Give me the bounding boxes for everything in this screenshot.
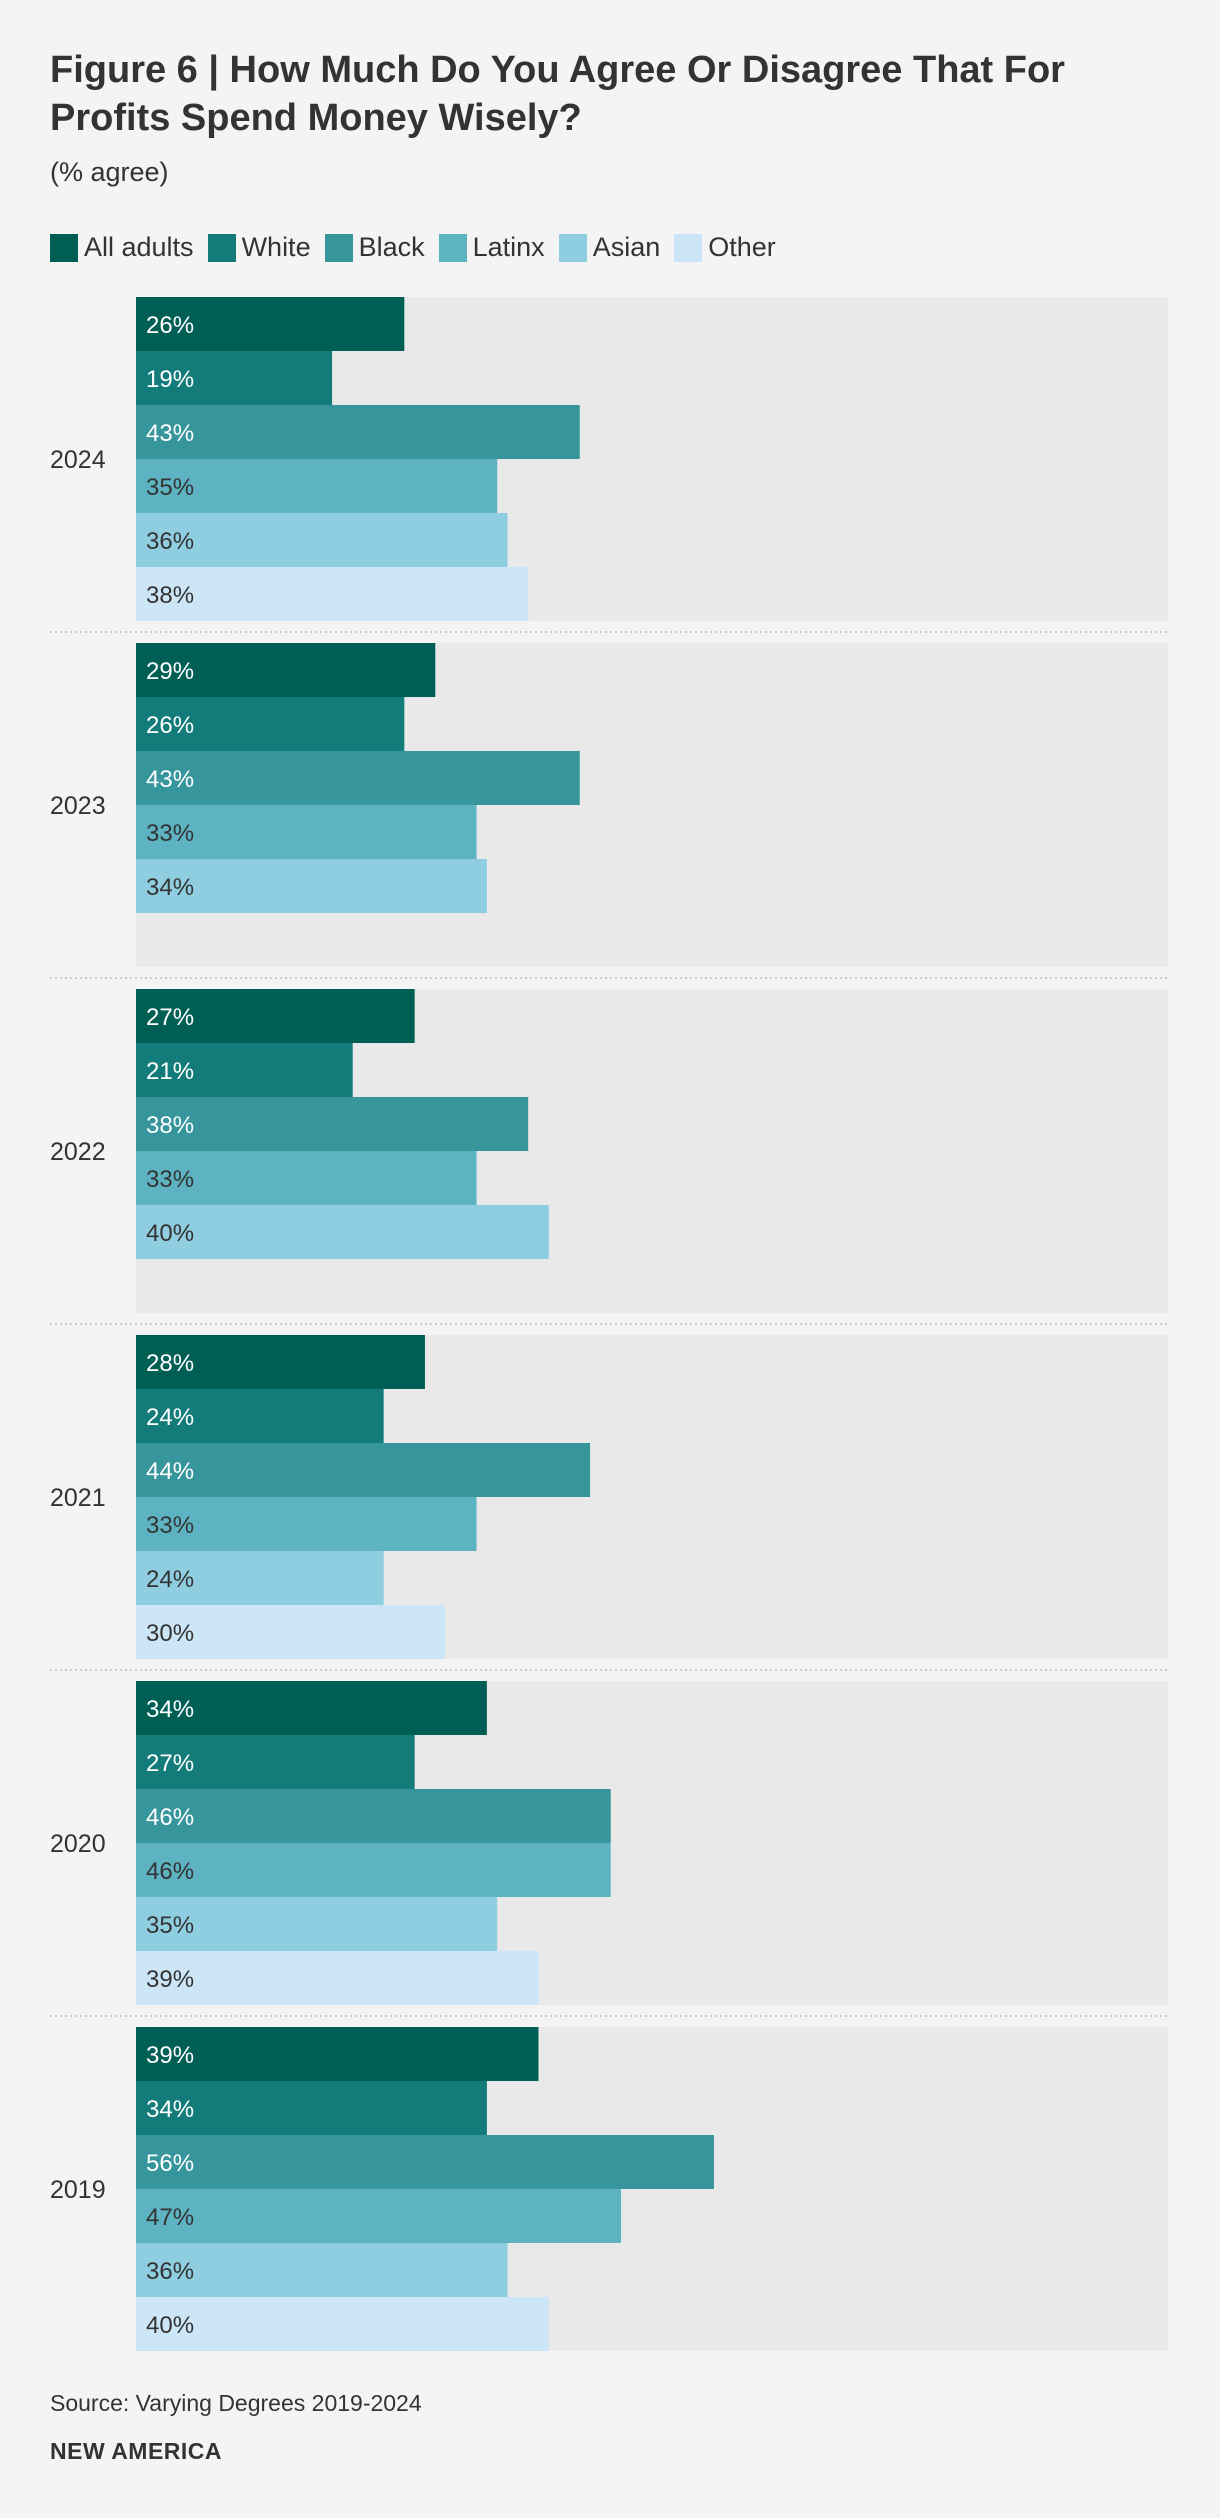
legend-item-all-adults: All adults — [50, 232, 194, 263]
bar-asian — [136, 2243, 508, 2297]
bar-black — [136, 751, 580, 805]
bar-all-adults — [136, 1681, 487, 1735]
bar-other — [136, 2297, 549, 2351]
data-label: 35% — [146, 1912, 194, 1939]
bar-all-adults — [136, 2027, 539, 2081]
bar-latinx — [136, 1497, 477, 1551]
chart-subtitle: (% agree) — [50, 157, 169, 187]
legend-swatch — [558, 233, 587, 262]
data-label: 44% — [146, 1458, 194, 1485]
bar-all-adults — [136, 297, 405, 351]
data-label: 34% — [146, 874, 194, 901]
data-label: 43% — [146, 766, 194, 793]
legend-item-black: Black — [324, 232, 425, 263]
data-label: 19% — [146, 366, 194, 393]
bar-black — [136, 1443, 591, 1497]
data-label: 24% — [146, 1566, 194, 1593]
chart-title: Figure 6 | How Much Do You Agree Or Disa… — [50, 49, 1065, 139]
legend-swatch — [438, 233, 467, 262]
data-label: 46% — [146, 1858, 194, 1885]
bar-other — [136, 567, 529, 621]
data-label: 56% — [146, 2150, 194, 2177]
bar-chart: 2024 26% 19% 43% 35% 36% 38% 2023 29% 26% 43% 33% 34… — [50, 297, 1168, 2351]
data-label: 27% — [146, 1750, 194, 1777]
source-note: Source: Varying Degrees 2019-2024 — [50, 2390, 422, 2416]
data-label: 34% — [146, 1696, 194, 1723]
data-label: 36% — [146, 528, 194, 555]
data-label: 40% — [146, 1220, 194, 1247]
legend-label: Asian — [592, 232, 661, 262]
bar-black — [136, 1789, 611, 1843]
year-label: 2019 — [50, 2176, 106, 2204]
bar-asian — [136, 513, 508, 567]
bar-white — [136, 2081, 487, 2135]
year-label: 2023 — [50, 792, 106, 820]
legend-swatch — [324, 233, 353, 262]
data-label: 28% — [146, 1350, 194, 1377]
bar-asian — [136, 1897, 498, 1951]
legend-swatch — [50, 233, 78, 262]
data-label: 33% — [146, 1512, 194, 1539]
year-label: 2022 — [50, 1138, 106, 1166]
data-label: 39% — [146, 2042, 194, 2069]
bar-white — [136, 1735, 415, 1789]
legend: All adults White Black Latinx Asian Othe… — [50, 232, 790, 263]
legend-swatch — [207, 233, 236, 262]
bar-white — [136, 351, 333, 405]
bar-asian — [136, 1205, 549, 1259]
data-label: 36% — [146, 2258, 194, 2285]
bar-black — [136, 405, 580, 459]
brand-label: NEW AMERICA — [50, 2438, 223, 2464]
data-label: 34% — [146, 2096, 194, 2123]
bar-other — [136, 1605, 446, 1659]
legend-label: White — [241, 232, 311, 262]
legend-label: Latinx — [472, 232, 545, 262]
year-label: 2021 — [50, 1484, 106, 1512]
bar-latinx — [136, 1843, 611, 1897]
legend-item-asian: Asian — [558, 232, 661, 263]
data-label: 39% — [146, 1966, 194, 1993]
bar-latinx — [136, 805, 477, 859]
legend-label: Other — [708, 232, 776, 262]
bar-all-adults — [136, 1335, 425, 1389]
data-label: 24% — [146, 1404, 194, 1431]
bar-black — [136, 2135, 714, 2189]
year-label: 2024 — [50, 446, 106, 474]
data-label: 33% — [146, 820, 194, 847]
bar-latinx — [136, 2189, 622, 2243]
bar-latinx — [136, 1151, 477, 1205]
data-label: 21% — [146, 1058, 194, 1085]
bar-all-adults — [136, 989, 415, 1043]
data-label: 27% — [146, 1004, 194, 1031]
bar-white — [136, 1043, 353, 1097]
data-label: 38% — [146, 582, 194, 609]
legend-label: Black — [358, 232, 425, 262]
data-label: 35% — [146, 474, 194, 501]
legend-item-other: Other — [674, 232, 776, 263]
bar-asian — [136, 1551, 384, 1605]
legend-item-white: White — [207, 232, 311, 263]
bar-all-adults — [136, 643, 436, 697]
legend-item-latinx: Latinx — [438, 232, 545, 263]
data-label: 47% — [146, 2204, 194, 2231]
bar-asian — [136, 859, 487, 913]
bar-white — [136, 697, 405, 751]
data-label: 30% — [146, 1620, 194, 1647]
data-label: 38% — [146, 1112, 194, 1139]
data-label: 43% — [146, 420, 194, 447]
legend-label: All adults — [84, 232, 194, 262]
data-label: 33% — [146, 1166, 194, 1193]
bar-white — [136, 1389, 384, 1443]
data-label: 26% — [146, 312, 194, 339]
bar-latinx — [136, 459, 498, 513]
bar-other — [136, 1951, 539, 2005]
legend-swatch — [674, 233, 703, 262]
data-label: 46% — [146, 1804, 194, 1831]
bar-black — [136, 1097, 529, 1151]
year-label: 2020 — [50, 1830, 106, 1858]
data-label: 26% — [146, 712, 194, 739]
data-label: 29% — [146, 658, 194, 685]
data-label: 40% — [146, 2312, 194, 2339]
